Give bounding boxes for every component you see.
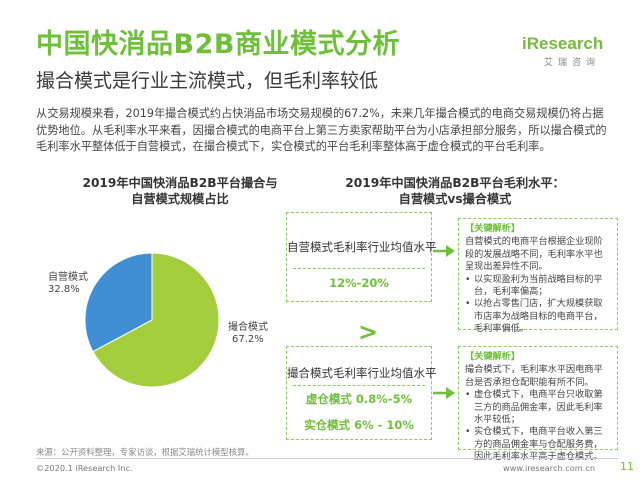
website-link[interactable]: www.iresearch.com.cn xyxy=(503,463,596,473)
margin-comparison-title: 2019年中国快消品B2B平台毛利水平：自营模式vs撮合模式 xyxy=(345,176,565,206)
copyright: ©2020.1 iResearch Inc. xyxy=(36,463,133,473)
analysis-intro: 自营模式的电商平台根据企业现阶段的发展战略不同，毛利率水平也呈现出差异性不同。 xyxy=(465,236,603,273)
pie-chart-title: 2019年中国快消品B2B平台撮合与自营模式规模占比 xyxy=(82,176,278,206)
pie-label-self-name: 自营模式 xyxy=(48,272,88,283)
logo-subtitle: 艾瑞咨询 xyxy=(544,58,601,68)
page-title: 中国快消品B2B商业模式分析 xyxy=(36,29,400,60)
self-model-value: 12%-20% xyxy=(329,276,389,290)
analysis-point: 实仓模式下，电商平台收入第三方的商品佣金率与仓配服务费，因此毛利率水平高于虚仓模… xyxy=(465,426,611,463)
self-model-analysis: 【关键解析】 自营模式的电商平台根据企业现阶段的发展战略不同，毛利率水平也呈现出… xyxy=(458,218,618,334)
arrow-right-icon xyxy=(433,245,455,257)
source-note: 来源：公开资料整理，专家访谈，根据艾瑞统计模型核算。 xyxy=(36,447,254,457)
real-warehouse-value: 6% - 10% xyxy=(354,418,414,432)
analysis-points: 虚仓模式下，电商平台只收取第三方的商品佣金率，因此毛利率水平较低； 实仓模式下，… xyxy=(465,389,611,463)
real-warehouse-name: 实仓模式 xyxy=(304,418,351,432)
self-model-label: 自营模式毛利率行业均值水平 xyxy=(287,240,437,254)
pie-slice-1 xyxy=(84,252,153,353)
analysis-intro: 撮合模式下，毛利率水平因电商平台是否承担仓配职能有所不同。 xyxy=(465,364,603,388)
pie-label-match-name: 撮合模式 xyxy=(228,322,268,333)
match-model-analysis: 【关键解析】 撮合模式下，毛利率水平因电商平台是否承担仓配职能有所不同。 虚仓模… xyxy=(458,346,618,462)
match-model-label: 撮合模式毛利率行业均值水平 xyxy=(287,366,437,380)
intro-paragraph: 从交易规模来看，2019年撮合模式约占快消品市场交易规模的67.2%，未来几年撮… xyxy=(36,107,607,153)
pie-label-match-value: 67.2% xyxy=(232,334,264,345)
greater-than-sign: > xyxy=(358,318,379,346)
virtual-warehouse-row: 虚仓模式 0.8%-5% xyxy=(287,391,431,407)
pie-label-self-value: 32.8% xyxy=(48,284,80,295)
self-model-box: 自营模式毛利率行业均值水平 12%-20% xyxy=(286,212,437,302)
analysis-heading: 【关键解析】 xyxy=(465,223,521,234)
real-warehouse-row: 实仓模式 6% - 10% xyxy=(287,417,431,433)
virtual-warehouse-value: 0.8%-5% xyxy=(355,392,413,406)
iresearch-logo: iResearch 艾瑞咨询 xyxy=(522,34,618,68)
analysis-heading: 【关键解析】 xyxy=(465,351,521,362)
pie-slice-0 xyxy=(92,252,220,388)
page-number: 11 xyxy=(620,460,634,473)
footer-divider xyxy=(36,458,618,459)
logo-wordmark: iResearch xyxy=(522,34,604,53)
match-model-divider xyxy=(293,385,425,386)
virtual-warehouse-name: 虚仓模式 xyxy=(305,392,352,406)
analysis-point: 以实现盈利为当前战略目标的平台，毛利率偏高； xyxy=(465,274,611,299)
page-subtitle: 撮合模式是行业主流模式，但毛利率较低 xyxy=(36,70,379,92)
self-model-divider xyxy=(293,268,425,269)
arrow-right-icon xyxy=(433,387,455,399)
match-model-box: 撮合模式毛利率行业均值水平 虚仓模式 0.8%-5% 实仓模式 6% - 10% xyxy=(286,346,437,440)
analysis-point: 以抢占零售门店，扩大规模获取市店率为战略目标的电商平台，毛利率偏低。 xyxy=(465,298,611,335)
analysis-points: 以实现盈利为当前战略目标的平台，毛利率偏高； 以抢占零售门店，扩大规模获取市店率… xyxy=(465,274,611,336)
analysis-point: 虚仓模式下，电商平台只收取第三方的商品佣金率，因此毛利率水平较低； xyxy=(465,389,611,426)
